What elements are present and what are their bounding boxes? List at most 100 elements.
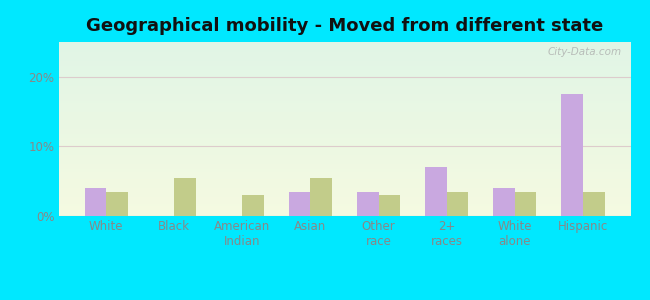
Bar bbox=[58, 79, 630, 80]
Bar bbox=[58, 103, 630, 105]
Bar bbox=[58, 75, 630, 77]
Bar bbox=[58, 58, 630, 59]
Bar bbox=[58, 51, 630, 52]
Bar bbox=[58, 99, 630, 101]
Bar bbox=[58, 188, 630, 190]
Bar bbox=[58, 44, 630, 46]
Bar bbox=[58, 131, 630, 133]
Bar bbox=[515, 192, 536, 216]
Bar bbox=[58, 127, 630, 129]
Bar bbox=[58, 169, 630, 171]
Bar bbox=[58, 106, 630, 108]
Bar bbox=[58, 141, 630, 143]
Bar bbox=[289, 192, 311, 216]
Bar bbox=[58, 118, 630, 120]
Bar bbox=[58, 54, 630, 56]
Bar bbox=[58, 143, 630, 145]
Bar bbox=[493, 188, 515, 216]
Bar bbox=[58, 167, 630, 169]
Bar bbox=[58, 49, 630, 51]
Bar bbox=[58, 98, 630, 99]
Bar bbox=[58, 195, 630, 197]
Bar bbox=[58, 80, 630, 82]
Bar bbox=[58, 148, 630, 150]
Bar bbox=[447, 192, 469, 216]
Bar bbox=[58, 70, 630, 72]
Bar bbox=[58, 66, 630, 68]
Bar bbox=[58, 150, 630, 152]
Bar bbox=[58, 63, 630, 64]
Bar bbox=[58, 194, 630, 195]
Bar bbox=[58, 166, 630, 167]
Bar bbox=[58, 72, 630, 73]
Bar bbox=[58, 155, 630, 157]
Bar bbox=[242, 195, 264, 216]
Bar bbox=[58, 59, 630, 61]
Bar bbox=[58, 85, 630, 87]
Bar bbox=[58, 129, 630, 131]
Bar bbox=[58, 160, 630, 162]
Bar bbox=[58, 164, 630, 166]
Bar bbox=[58, 89, 630, 91]
Bar bbox=[58, 185, 630, 186]
Bar bbox=[58, 64, 630, 66]
Bar bbox=[58, 192, 630, 194]
Bar bbox=[58, 200, 630, 202]
Bar bbox=[174, 178, 196, 216]
Bar bbox=[58, 113, 630, 115]
Bar bbox=[58, 206, 630, 207]
Bar bbox=[58, 42, 630, 44]
Bar bbox=[58, 84, 630, 85]
Bar bbox=[58, 159, 630, 160]
Bar bbox=[58, 199, 630, 200]
Bar bbox=[58, 209, 630, 211]
Bar bbox=[58, 110, 630, 112]
Bar bbox=[58, 120, 630, 122]
Bar bbox=[84, 188, 107, 216]
Bar bbox=[58, 181, 630, 183]
Bar bbox=[58, 138, 630, 140]
Bar bbox=[58, 186, 630, 188]
Bar bbox=[58, 157, 630, 159]
Bar bbox=[58, 133, 630, 134]
Bar bbox=[58, 145, 630, 146]
Bar bbox=[311, 178, 332, 216]
Bar bbox=[58, 105, 630, 106]
Bar bbox=[58, 171, 630, 172]
Bar bbox=[58, 211, 630, 212]
Bar bbox=[58, 91, 630, 92]
Bar bbox=[58, 94, 630, 96]
Bar bbox=[58, 122, 630, 124]
Bar bbox=[58, 162, 630, 164]
Bar bbox=[58, 174, 630, 176]
Bar bbox=[58, 172, 630, 174]
Bar bbox=[58, 77, 630, 79]
Bar bbox=[58, 46, 630, 47]
Bar bbox=[58, 214, 630, 216]
Bar bbox=[58, 61, 630, 63]
Bar bbox=[58, 152, 630, 153]
Bar bbox=[58, 202, 630, 204]
Bar bbox=[58, 207, 630, 209]
Text: City-Data.com: City-Data.com bbox=[548, 47, 622, 57]
Bar bbox=[58, 124, 630, 125]
Bar bbox=[58, 179, 630, 181]
Bar bbox=[107, 192, 128, 216]
Bar bbox=[58, 73, 630, 75]
Bar bbox=[58, 47, 630, 49]
Bar bbox=[58, 52, 630, 54]
Bar bbox=[58, 183, 630, 185]
Bar bbox=[58, 176, 630, 178]
Bar bbox=[58, 136, 630, 138]
Bar bbox=[58, 212, 630, 214]
Bar bbox=[58, 117, 630, 118]
Bar bbox=[378, 195, 400, 216]
Bar bbox=[58, 153, 630, 155]
Bar bbox=[58, 134, 630, 136]
Title: Geographical mobility - Moved from different state: Geographical mobility - Moved from diffe… bbox=[86, 17, 603, 35]
Bar bbox=[58, 68, 630, 70]
Bar bbox=[561, 94, 582, 216]
Bar bbox=[425, 167, 447, 216]
Bar bbox=[58, 87, 630, 89]
Bar bbox=[58, 101, 630, 103]
